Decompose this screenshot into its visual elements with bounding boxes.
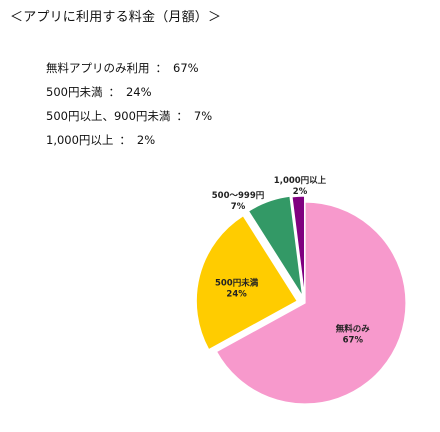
slice-label: 1,000円以上 — [274, 175, 327, 186]
summary-item: 1,000円以上 ： 2% — [46, 128, 212, 152]
slice-value-label: 24% — [226, 289, 247, 299]
summary-item: 500円未満 ： 24% — [46, 80, 212, 104]
summary-value: 24% — [125, 85, 152, 99]
pie-slice — [291, 195, 306, 298]
page-title: ＜アプリに利用する料金（月額）＞ — [10, 10, 222, 25]
summary-label: 500円以上、900円未満 — [46, 109, 171, 123]
summary-separator: ： — [176, 109, 188, 123]
slice-value-label: 7% — [231, 202, 246, 212]
pie-slice — [195, 214, 299, 351]
summary-separator: ： — [108, 85, 120, 99]
slice-label: 無料のみ — [336, 323, 371, 334]
summary-label: 無料アプリのみ利用 — [46, 61, 150, 75]
summary-item: 無料アプリのみ利用 ： 67% — [46, 56, 212, 80]
slice-label: 500円未満 — [215, 277, 259, 288]
summary-item: 500円以上、900円未満 ： 7% — [46, 104, 212, 128]
summary-label: 1,000円以上 — [46, 133, 114, 147]
summary-value: 2% — [136, 133, 156, 147]
summary-label: 500円未満 — [46, 85, 103, 99]
summary-list: 無料アプリのみ利用： 67% 500円未満： 24% 500円以上、900円未満： 7… — [46, 56, 212, 152]
pie-slice — [247, 195, 304, 297]
summary-separator: ： — [119, 133, 131, 147]
summary-value: 67% — [173, 61, 199, 75]
slice-value-label: 2% — [293, 187, 308, 197]
summary-value: 7% — [193, 109, 213, 123]
slice-value-label: 67% — [343, 335, 364, 345]
slice-label: 500～999円 — [212, 191, 265, 201]
summary-separator: ： — [155, 61, 168, 75]
pie-slice — [215, 201, 407, 405]
